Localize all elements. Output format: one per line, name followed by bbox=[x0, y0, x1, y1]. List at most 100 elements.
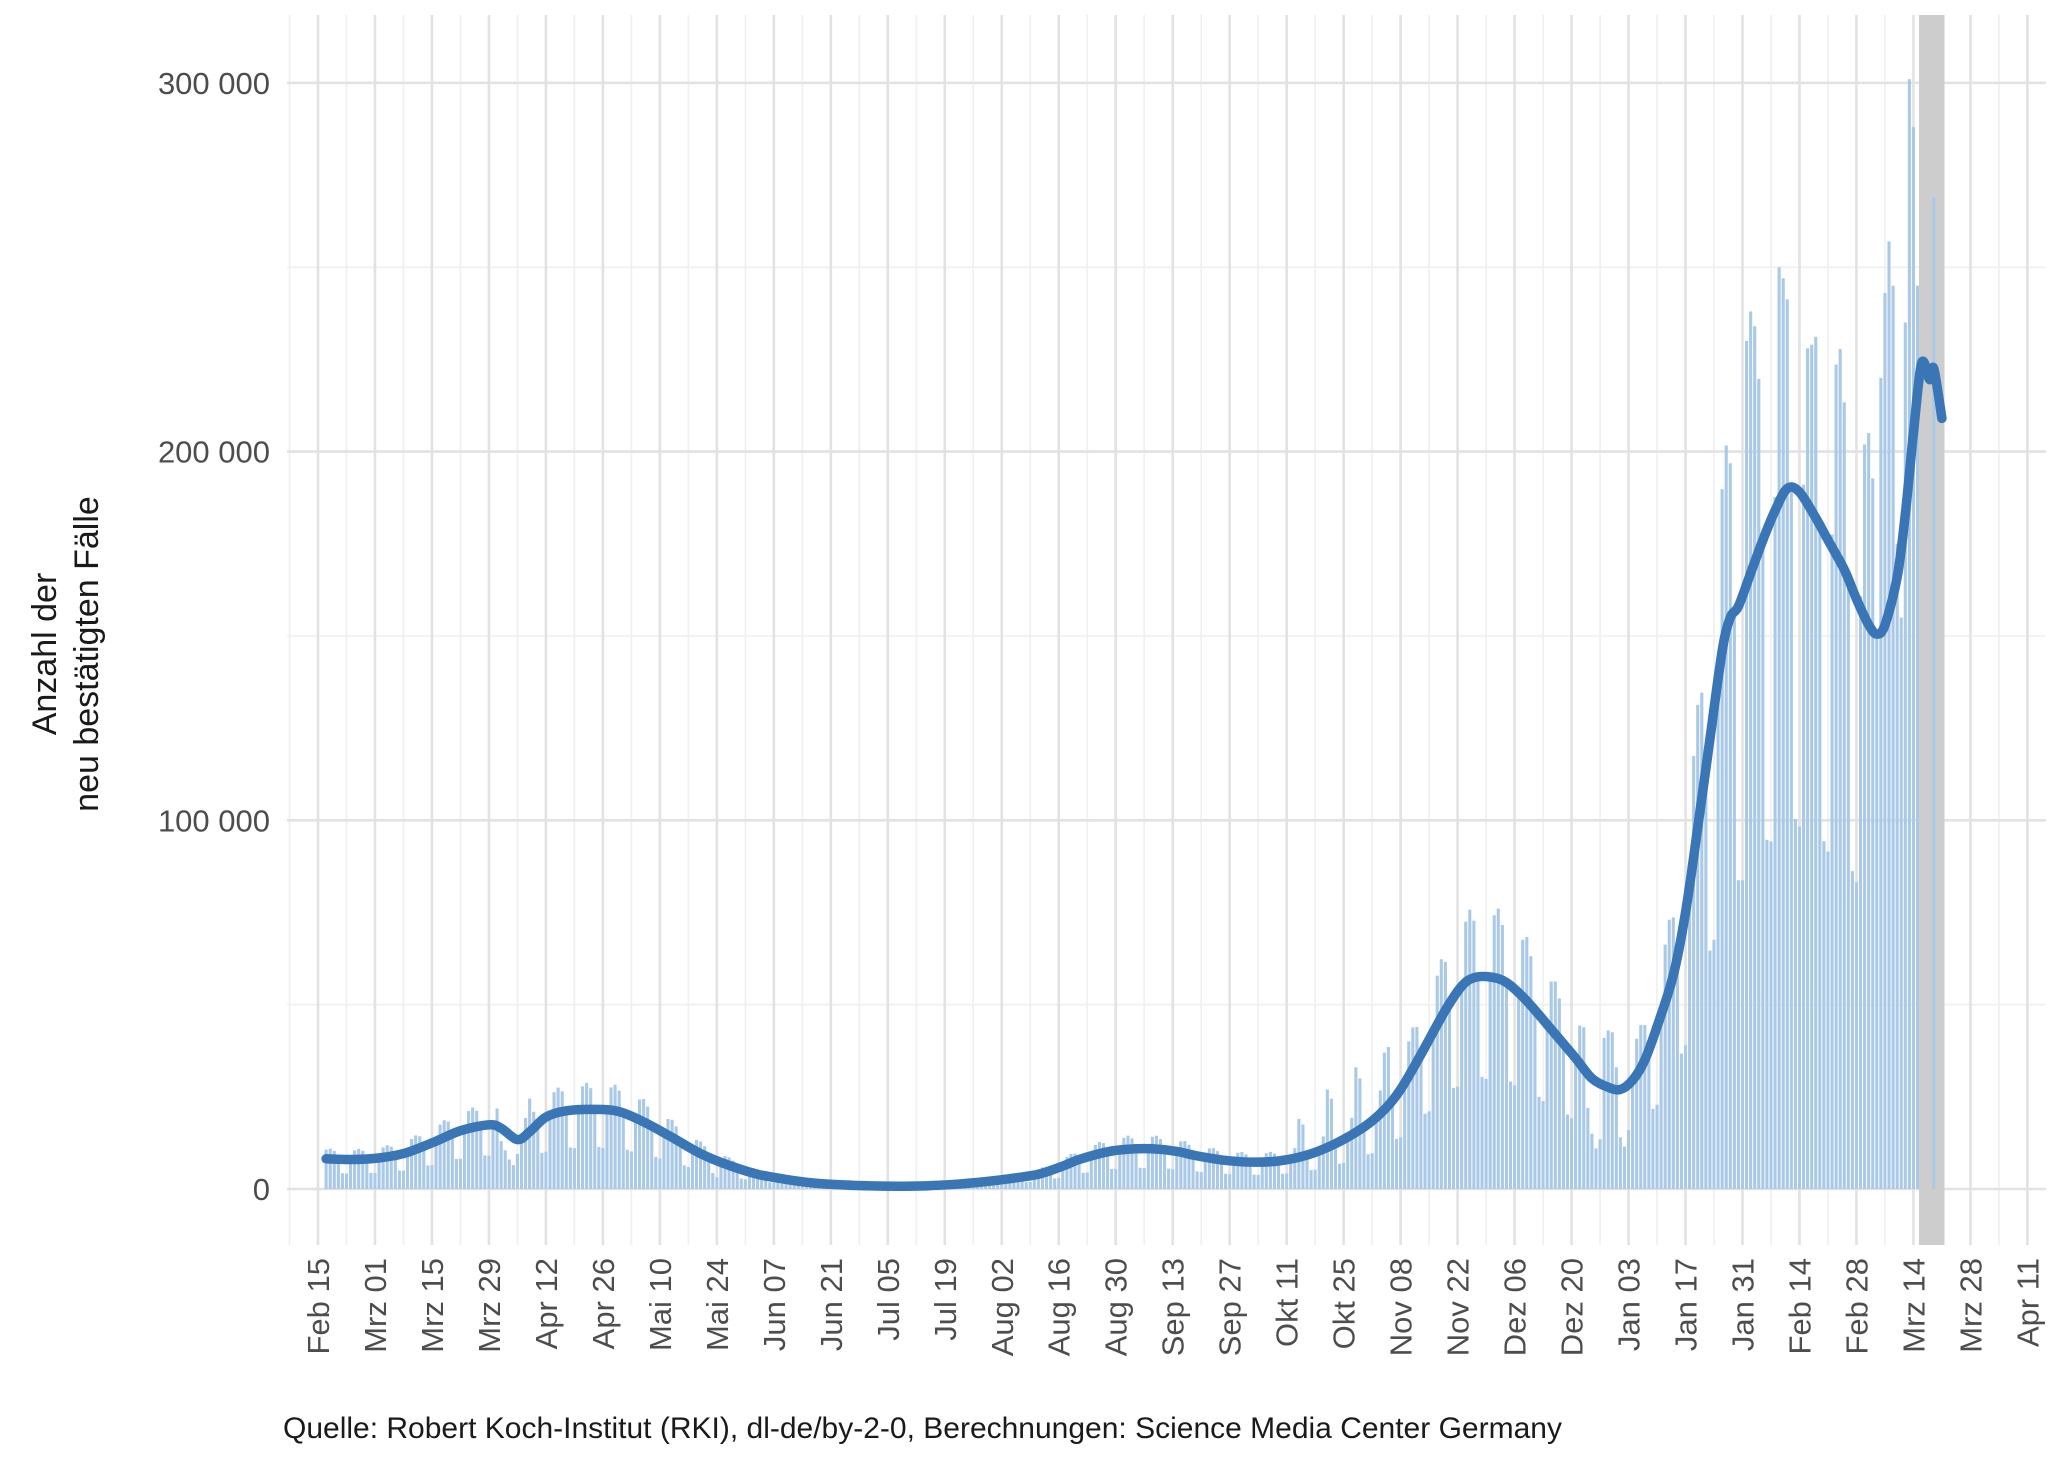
daily-cases-bar bbox=[1252, 1174, 1256, 1189]
daily-cases-bar bbox=[625, 1149, 629, 1189]
daily-cases-bar bbox=[1338, 1163, 1342, 1189]
daily-cases-bar bbox=[613, 1084, 617, 1189]
daily-cases-bar bbox=[747, 1171, 751, 1189]
daily-cases-bar bbox=[1671, 917, 1675, 1189]
daily-cases-bar bbox=[1549, 981, 1553, 1189]
daily-cases-bar bbox=[1203, 1156, 1207, 1189]
daily-cases-bar bbox=[1887, 241, 1891, 1190]
daily-cases-bar bbox=[1256, 1174, 1260, 1189]
daily-cases-bar bbox=[495, 1108, 499, 1189]
daily-cases-bar bbox=[1570, 1118, 1574, 1189]
daily-cases-bar bbox=[540, 1152, 544, 1189]
seven-day-average-line bbox=[321, 356, 1947, 1191]
daily-cases-bar bbox=[1228, 1174, 1232, 1189]
daily-cases-bar bbox=[1871, 478, 1875, 1190]
daily-cases-bar bbox=[1146, 1148, 1150, 1189]
daily-cases-bar bbox=[1850, 871, 1854, 1189]
daily-cases-bar bbox=[397, 1170, 401, 1189]
daily-cases-bar bbox=[1419, 1054, 1423, 1189]
daily-cases-bar bbox=[430, 1165, 434, 1189]
daily-cases-bar bbox=[1492, 915, 1496, 1189]
daily-cases-bar bbox=[1773, 497, 1777, 1189]
daily-cases-bar bbox=[1708, 950, 1712, 1189]
daily-cases-bar bbox=[1810, 344, 1814, 1189]
daily-cases-bar bbox=[621, 1113, 625, 1189]
daily-cases-bar bbox=[1533, 1010, 1537, 1189]
daily-cases-bar bbox=[1130, 1138, 1134, 1189]
daily-cases-bar bbox=[1142, 1168, 1146, 1189]
daily-cases-bar bbox=[719, 1161, 723, 1189]
x-tick-label: Okt 11 bbox=[1270, 1258, 1305, 1347]
daily-cases-bar bbox=[442, 1120, 446, 1189]
daily-cases-bar bbox=[560, 1091, 564, 1189]
x-tick-label: Sep 13 bbox=[1156, 1258, 1191, 1356]
daily-cases-bar bbox=[1631, 1078, 1635, 1189]
daily-cases-bar bbox=[1712, 939, 1716, 1189]
daily-cases-bar bbox=[1626, 1130, 1631, 1189]
daily-cases-bar bbox=[1313, 1169, 1317, 1189]
daily-cases-bar bbox=[1427, 1111, 1431, 1189]
daily-cases-bar bbox=[1309, 1170, 1313, 1189]
daily-cases-bar bbox=[1244, 1154, 1248, 1189]
daily-cases-bar bbox=[1655, 1104, 1659, 1189]
daily-cases-bar bbox=[1476, 977, 1480, 1189]
daily-cases-bar bbox=[1366, 1154, 1370, 1189]
daily-cases-bar bbox=[1207, 1148, 1211, 1189]
daily-cases-bar bbox=[1423, 1113, 1427, 1189]
daily-cases-bar bbox=[1891, 285, 1895, 1189]
daily-cases-bar bbox=[686, 1166, 690, 1189]
daily-cases-bar bbox=[662, 1131, 666, 1189]
daily-cases-bar bbox=[1915, 285, 1920, 1189]
daily-cases-bar bbox=[996, 1184, 1000, 1189]
daily-cases-bar bbox=[1268, 1151, 1272, 1189]
daily-cases-bar bbox=[1683, 1045, 1688, 1189]
x-tick-label: Jan 03 bbox=[1612, 1258, 1647, 1351]
daily-cases-bar bbox=[1614, 1067, 1618, 1189]
daily-cases-bar bbox=[556, 1087, 560, 1189]
daily-cases-bar bbox=[605, 1108, 609, 1189]
daily-cases-bar bbox=[1598, 1139, 1602, 1189]
daily-cases-bar bbox=[1317, 1149, 1321, 1189]
daily-cases-bar bbox=[515, 1153, 519, 1189]
daily-cases-bar bbox=[1895, 543, 1899, 1189]
bars-layer bbox=[324, 79, 1920, 1190]
daily-cases-bar bbox=[585, 1082, 589, 1189]
daily-cases-bar bbox=[1407, 1041, 1411, 1189]
gridlines-major bbox=[287, 15, 2046, 1245]
daily-cases-bar bbox=[1700, 692, 1704, 1189]
daily-cases-bar bbox=[1118, 1149, 1122, 1189]
daily-cases-bar bbox=[1602, 1037, 1606, 1189]
daily-cases-bar bbox=[1834, 364, 1838, 1189]
daily-cases-bar bbox=[1899, 617, 1903, 1189]
daily-cases-bar bbox=[581, 1086, 585, 1189]
daily-cases-bar bbox=[324, 1149, 328, 1189]
daily-cases-bar bbox=[373, 1173, 377, 1189]
daily-cases-bar bbox=[1272, 1153, 1276, 1189]
daily-cases-bar bbox=[1399, 1137, 1403, 1189]
daily-cases-bar bbox=[1863, 444, 1867, 1189]
daily-cases-bar bbox=[670, 1119, 674, 1189]
daily-cases-bar bbox=[1745, 340, 1749, 1189]
daily-cases-bar bbox=[458, 1158, 462, 1189]
daily-cases-bar bbox=[682, 1165, 686, 1189]
daily-cases-bar bbox=[1635, 1038, 1639, 1189]
daily-cases-bar bbox=[1187, 1144, 1191, 1189]
daily-cases-bar bbox=[796, 1184, 800, 1189]
daily-cases-bar bbox=[1077, 1159, 1081, 1189]
daily-cases-bar bbox=[389, 1146, 393, 1189]
daily-cases-bar bbox=[1289, 1157, 1293, 1189]
daily-cases-bar bbox=[743, 1179, 747, 1189]
y-tick-label: 300 000 bbox=[158, 66, 270, 101]
x-tick-label: Mai 10 bbox=[643, 1258, 678, 1351]
daily-cases-bar bbox=[1663, 944, 1667, 1189]
daily-cases-bar bbox=[1854, 882, 1859, 1189]
daily-cases-bar bbox=[1211, 1148, 1215, 1189]
daily-cases-bar bbox=[1114, 1169, 1118, 1189]
daily-cases-bar bbox=[1907, 79, 1911, 1190]
daily-cases-bar bbox=[1517, 989, 1521, 1189]
daily-cases-bar bbox=[1126, 1135, 1130, 1189]
daily-cases-bar bbox=[629, 1151, 633, 1189]
daily-cases-bar bbox=[475, 1110, 479, 1189]
daily-cases-bar bbox=[1692, 756, 1696, 1189]
daily-cases-bar bbox=[1443, 961, 1447, 1189]
